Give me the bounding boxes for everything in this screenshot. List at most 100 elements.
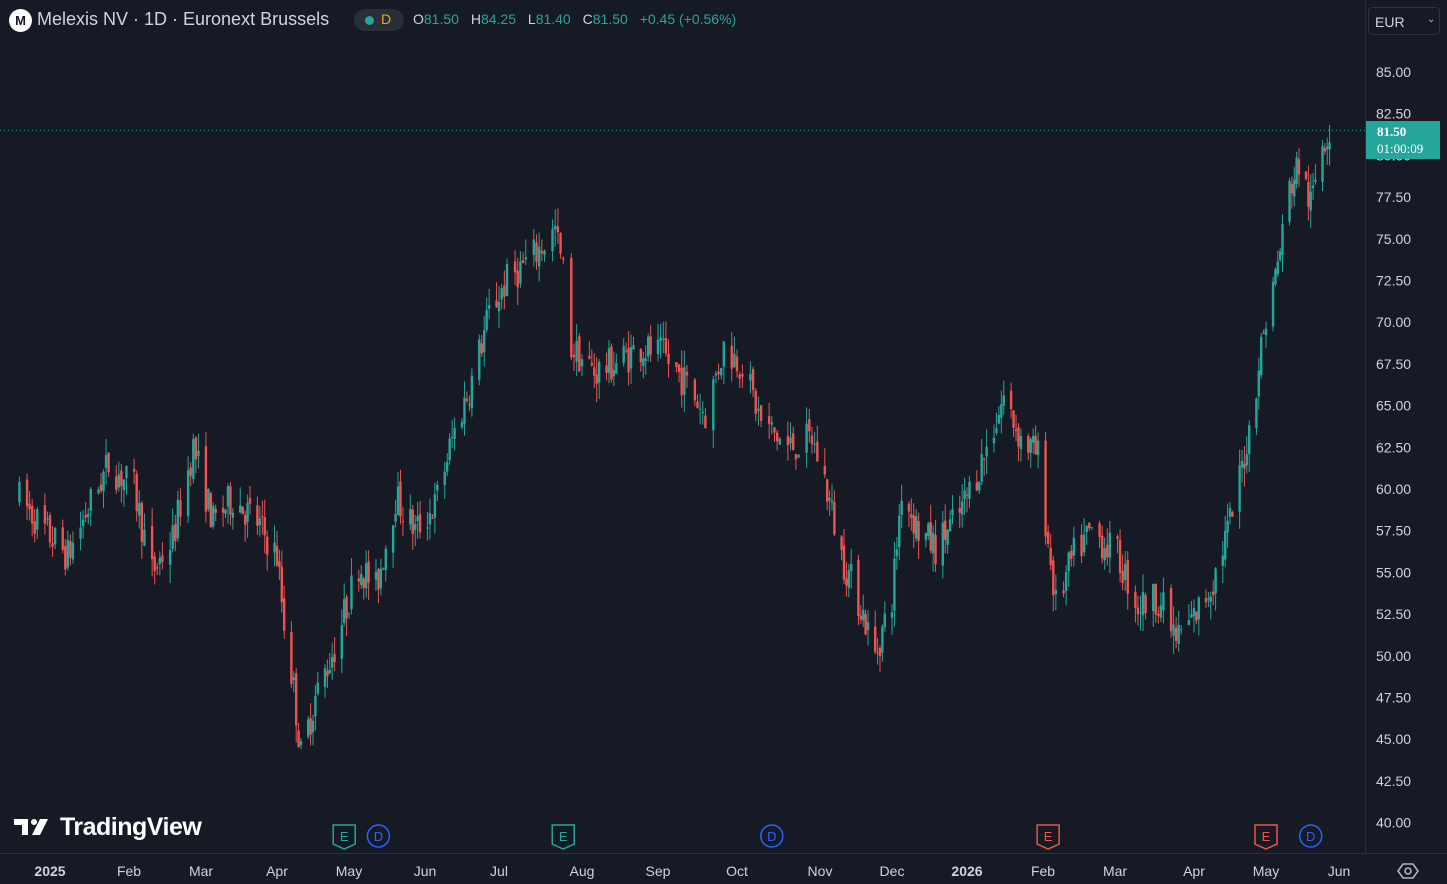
candle-body (1088, 522, 1091, 529)
candle-body (214, 508, 217, 513)
candle-body (350, 575, 353, 610)
candle-body (595, 374, 598, 384)
candle-body (1085, 526, 1088, 533)
candle-body (194, 437, 198, 460)
candle-body (639, 349, 643, 363)
earnings-event-icon[interactable]: E (551, 824, 576, 850)
ohlc-low-value: 81.40 (535, 11, 571, 27)
candle-body (826, 479, 829, 502)
candle-body (326, 670, 329, 677)
dividend-event-icon[interactable]: D (760, 824, 784, 848)
candle-body (540, 250, 544, 254)
price-axis-tick-label: 57.50 (1376, 523, 1411, 539)
candle-body (1304, 171, 1308, 179)
chart-settings-gear-icon[interactable] (1397, 860, 1419, 882)
candle-body (575, 340, 578, 362)
candle-body (1002, 395, 1005, 406)
candle-body (738, 374, 741, 379)
candle-body (770, 422, 774, 425)
price-axis-tick-label: 62.50 (1376, 439, 1411, 455)
earnings-event-icon[interactable]: E (332, 824, 356, 850)
candle-body (1100, 535, 1104, 559)
time-axis-tick-label: Aug (570, 863, 595, 879)
candle-body (927, 523, 930, 536)
event-marker-label: D (767, 829, 776, 844)
candle-body (256, 505, 259, 526)
candle-body (470, 375, 474, 409)
candle-body (331, 657, 334, 668)
time-axis[interactable]: 2025 Feb Mar Apr May Jun Jul Aug Sep Oct Nov Dec 202… (34, 863, 1350, 879)
price-axis-tick-label: 50.00 (1376, 648, 1411, 664)
candle-body (478, 339, 481, 380)
interval-badge: D (381, 11, 392, 27)
candle-body (150, 525, 154, 560)
candle-body (399, 481, 402, 517)
candle-body (1192, 608, 1196, 616)
candle-body (374, 572, 378, 580)
candle-body (1221, 555, 1224, 566)
candle-body (297, 730, 300, 748)
price-axis-tick-label: 72.50 (1376, 273, 1411, 289)
candle-body (535, 242, 538, 262)
candle-body (132, 469, 136, 472)
ohlc-open-value: 81.50 (423, 11, 459, 27)
earnings-event-icon[interactable]: E (1254, 824, 1278, 850)
candle-body (733, 353, 736, 367)
candle-body (864, 613, 867, 635)
candle-body (401, 521, 405, 523)
symbol-logo-icon[interactable]: M (9, 9, 32, 32)
candle-body (1321, 146, 1324, 182)
candle-body (524, 257, 527, 260)
candle-body (759, 405, 763, 421)
earnings-event-icon[interactable]: E (1036, 824, 1060, 850)
tradingview-logo[interactable]: TradingView (14, 812, 202, 842)
candle-body (409, 509, 412, 525)
candle-body (554, 225, 557, 230)
dividend-event-icon[interactable]: D (1298, 824, 1323, 848)
candle-body (1139, 612, 1142, 614)
candle-body (1123, 563, 1127, 581)
candle-body (379, 568, 383, 589)
candle-body (283, 598, 286, 631)
currency-selector[interactable]: EUR ⌄ (1368, 7, 1440, 35)
candle-body (122, 479, 126, 491)
candle-body (36, 509, 39, 530)
dividend-event-icon[interactable]: D (366, 824, 391, 848)
ohlc-high-value: 84.25 (480, 11, 516, 27)
candle-body (25, 479, 29, 507)
price-axis-tick-label: 42.50 (1376, 773, 1411, 789)
candle-body (503, 285, 506, 297)
ohlc-change-value: +0.45 (+0.56%) (639, 11, 737, 27)
candle-body (1034, 435, 1037, 455)
candle-body (158, 557, 162, 564)
candle-body (314, 695, 317, 717)
time-axis-tick-label: May (336, 863, 362, 879)
candle-body (207, 488, 210, 510)
candle-body (1029, 439, 1032, 453)
candle-body (450, 437, 454, 439)
candle-body (605, 365, 608, 373)
candle-body (1307, 182, 1310, 207)
candle-body (946, 529, 949, 545)
symbol-title[interactable]: Melexis NV · 1D · Euronext Brussels (37, 9, 330, 29)
candle-body (1278, 251, 1282, 261)
candle-body (345, 596, 348, 619)
market-status-pill[interactable]: D (354, 9, 404, 31)
candle-body (1281, 224, 1284, 255)
ohlc-high-key: H (470, 11, 481, 27)
candle-body (1224, 530, 1227, 560)
candle-body (1295, 157, 1298, 184)
candle-body (730, 345, 733, 369)
time-axis-tick-label: Jun (1328, 863, 1351, 879)
candle-body (1080, 534, 1083, 557)
candle-body (797, 454, 800, 458)
candle-body (81, 519, 85, 527)
candle-body (1290, 183, 1294, 194)
candle-body (1126, 559, 1129, 594)
candle-body (204, 446, 208, 512)
last-price-tag: 81.50 01:00:09 (1366, 121, 1440, 159)
candle-body (578, 336, 581, 372)
candle-body (1180, 629, 1183, 631)
